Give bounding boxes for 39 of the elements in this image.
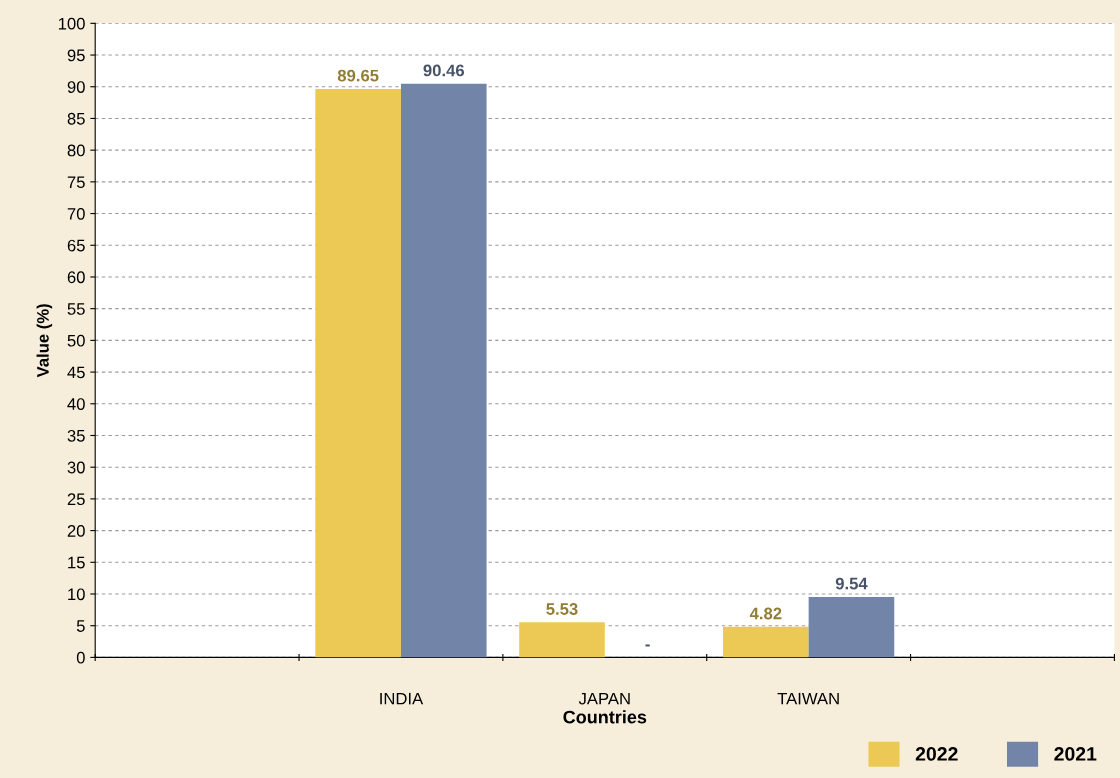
y-tick-label: 95 (67, 49, 85, 62)
y-tick-label: 85 (67, 112, 85, 125)
bar (723, 626, 809, 658)
y-tick-label: 90 (67, 81, 85, 93)
bar (519, 622, 605, 658)
y-tick-label: 25 (67, 493, 85, 506)
y-axis-title: Value (%) (36, 304, 53, 378)
y-tick-label: 75 (67, 176, 85, 189)
data-label: 9.54 (835, 577, 868, 590)
data-label: 5.53 (546, 603, 578, 615)
data-label: 4.82 (749, 607, 782, 620)
data-label: 90.46 (423, 64, 465, 77)
y-tick-label: 15 (68, 556, 85, 569)
text: - (645, 644, 650, 647)
y-tick-label: 5 (76, 620, 85, 632)
x-axis-title: Countries (563, 710, 647, 724)
data-label: 89.65 (337, 69, 379, 82)
y-tick-label: 60 (67, 271, 85, 284)
legend-label: 2021 (1054, 747, 1097, 761)
y-tick-label: 40 (67, 398, 85, 410)
y-tick-label: 80 (67, 144, 85, 157)
y-tick-label: 35 (67, 429, 85, 442)
y-tick-label: 30 (67, 461, 85, 474)
y-tick-label: 0 (76, 651, 85, 664)
y-tick-label: 70 (67, 207, 85, 220)
bar (400, 83, 487, 658)
bar (808, 596, 895, 658)
y-tick-label: 10 (68, 588, 85, 601)
y-tick-label: 55 (67, 303, 85, 315)
y-tick-label: 20 (67, 525, 85, 537)
y-tick-label: 50 (67, 334, 85, 347)
y-tick-label: 45 (67, 366, 85, 379)
legend-label: 2022 (915, 747, 958, 761)
x-tick-label: TAIWAN (777, 692, 839, 705)
y-tick-label: 65 (67, 239, 85, 252)
x-tick-label: INDIA (380, 692, 424, 705)
x-tick-label: JAPAN (578, 692, 630, 705)
y-tick-label: 100 (58, 17, 85, 30)
bar (315, 88, 401, 658)
